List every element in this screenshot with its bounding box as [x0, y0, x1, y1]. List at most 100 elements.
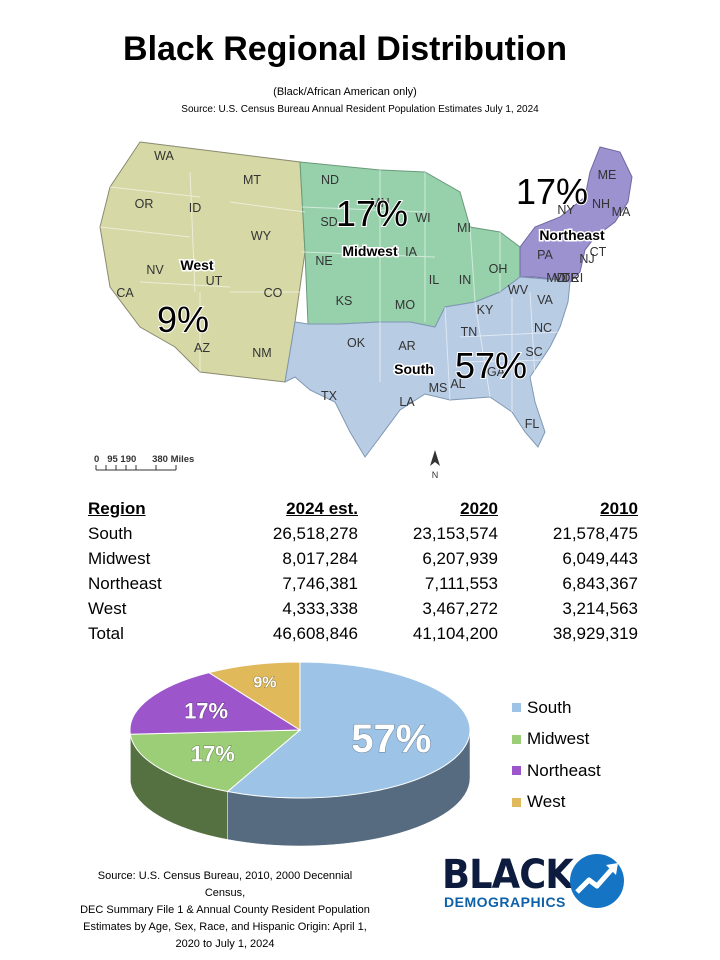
table-cell-region: Midwest — [88, 548, 151, 568]
legend-label: Northeast — [527, 760, 601, 780]
legend: South Midwest Northeast West — [512, 692, 601, 818]
pie-slice-west — [207, 661, 301, 731]
pie-label-midwest: 17% — [191, 741, 235, 766]
table-cell-region: West — [88, 598, 127, 618]
state-label-id: ID — [189, 201, 202, 215]
state-label-oh: OH — [489, 262, 508, 276]
north-arrow: N — [430, 450, 440, 480]
table-cell-value: 6,049,443 — [562, 548, 638, 568]
state-label-sd: SD — [320, 215, 337, 229]
pie-label-south: 57% — [351, 717, 431, 761]
state-label-sc: SC — [525, 345, 542, 359]
scale-bar — [95, 465, 177, 471]
region-label-midwest: Midwest — [342, 243, 398, 259]
state-label-co: CO — [264, 286, 283, 300]
state-label-wa: WA — [154, 149, 174, 163]
legend-item-midwest: Midwest — [512, 724, 601, 756]
header-2010: 2010 — [600, 498, 638, 518]
region-south-shape — [284, 276, 571, 458]
state-label-ct: CT — [590, 245, 607, 259]
legend-swatch — [512, 766, 521, 776]
state-label-pa: PA — [537, 248, 553, 262]
state-label-ok: OK — [347, 336, 366, 350]
legend-item-west: West — [512, 787, 601, 819]
page-title: Black Regional Distribution — [123, 30, 567, 68]
legend-item-south: South — [512, 692, 601, 724]
state-label-ks: KS — [336, 294, 353, 308]
state-label-az: AZ — [194, 341, 210, 355]
table-cell-value: 23,153,574 — [412, 523, 498, 543]
logo-line1: BLACK — [442, 852, 574, 898]
region-label-northeast: Northeast — [539, 227, 605, 243]
region-pct-midwest: 17% — [336, 193, 408, 234]
table-cell-value: 7,111,553 — [424, 573, 498, 593]
table-cell-value: 7,746,381 — [282, 573, 358, 593]
footer-source-line: DEC Summary File 1 & Annual County Resid… — [80, 904, 370, 916]
us-region-map: WA OR ID MT WY NV UT CO CA AZ NM ND SD NE KS MN IA MO WI IL… — [94, 141, 633, 480]
state-label-vt: VT — [554, 271, 570, 285]
table-cell-value: 8,017,284 — [282, 548, 358, 568]
region-label-south: South — [394, 361, 434, 377]
state-label-tx: TX — [321, 389, 338, 403]
table-cell-value: 3,214,563 — [562, 598, 638, 618]
region-label-west: West — [180, 257, 214, 273]
table-cell-value: 26,518,278 — [272, 523, 358, 543]
footer-source-line: 2020 to July 1, 2024 — [175, 938, 275, 950]
state-label-ms: MS — [429, 381, 448, 395]
state-label-ri: RI — [571, 271, 584, 285]
pie-slice-midwest — [130, 729, 302, 793]
table-row: South 26,518,278 23,153,574 21,578,475 — [88, 521, 638, 546]
legend-label: South — [527, 697, 572, 717]
state-label-la: LA — [399, 395, 415, 409]
region-pct-south: 57% — [455, 345, 527, 386]
legend-item-northeast: Northeast — [512, 755, 601, 787]
pie-slice-northeast — [130, 672, 302, 735]
footer-source-line: Estimates by Age, Sex, Race, and Hispani… — [83, 921, 367, 933]
legend-swatch — [512, 797, 521, 807]
state-label-nc: NC — [534, 321, 552, 335]
footer-source-line: Source: U.S. Census Bureau, 2010, 2000 D… — [97, 870, 353, 899]
state-label-mo: MO — [395, 298, 415, 312]
table-cell-region: South — [88, 523, 133, 543]
state-label-ut: UT — [206, 274, 223, 288]
table-row: Total 46,608,846 41,104,200 38,929,319 — [88, 621, 638, 646]
header-region: Region — [88, 498, 146, 518]
state-labels: WA OR ID MT WY NV UT CO CA AZ NM ND SD NE KS MN IA MO WI IL… — [116, 149, 631, 431]
state-label-va: VA — [537, 293, 553, 307]
state-label-nv: NV — [146, 263, 164, 277]
table-row: Northeast 7,746,381 7,111,553 6,843,367 — [88, 571, 638, 596]
state-label-ma: MA — [612, 205, 631, 219]
table-header-row: Region 2024 est. 2020 2010 — [88, 496, 638, 521]
footer-source: Source: U.S. Census Bureau, 2010, 2000 D… — [80, 868, 370, 953]
table-row: West 4,333,338 3,467,272 3,214,563 — [88, 596, 638, 621]
pie-label-west: 9% — [253, 674, 276, 691]
state-label-ar: AR — [398, 339, 415, 353]
table-cell-value: 38,929,319 — [552, 623, 638, 643]
table-cell-region: Northeast — [88, 573, 162, 593]
state-label-wv: WV — [508, 283, 529, 297]
logo-line2: DEMOGRAPHICS — [444, 894, 566, 910]
region-pct-northeast: 17% — [516, 171, 588, 212]
state-label-tn: TN — [461, 325, 478, 339]
state-label-nh: NH — [592, 197, 610, 211]
table-cell-value: 41,104,200 — [412, 623, 498, 643]
state-label-fl: FL — [525, 417, 540, 431]
legend-label: Midwest — [527, 729, 590, 749]
scale-label: 0 95 190 380 Miles — [94, 454, 194, 465]
state-label-wi: WI — [415, 211, 430, 225]
table-cell-value: 6,843,367 — [562, 573, 638, 593]
state-label-ca: CA — [116, 286, 134, 300]
table-cell-value: 21,578,475 — [552, 523, 638, 543]
table-cell-region: Total — [88, 623, 124, 643]
region-pct-west: 9% — [157, 299, 209, 340]
subtitle: (Black/African American only) — [273, 86, 417, 98]
pie-slice-south — [226, 661, 471, 799]
table-cell-value: 46,608,846 — [272, 623, 358, 643]
table-cell-value: 4,333,338 — [282, 598, 358, 618]
table-row: Midwest 8,017,284 6,207,939 6,049,443 — [88, 546, 638, 571]
state-label-mi: MI — [457, 221, 471, 235]
state-label-wy: WY — [251, 229, 272, 243]
state-borders — [99, 170, 561, 412]
state-label-md: MD — [546, 271, 565, 285]
header-2024: 2024 est. — [286, 498, 358, 518]
